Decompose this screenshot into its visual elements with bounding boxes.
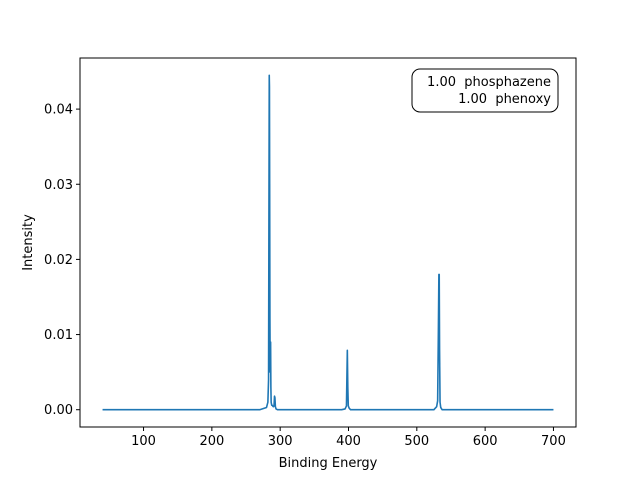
x-tick-label: 200	[199, 434, 224, 449]
legend-frame	[411, 68, 559, 113]
x-tick-label: 700	[541, 434, 566, 449]
y-tick-label: 0.02	[44, 253, 73, 268]
legend-box: 1.00 phosphazene 1.00 phenoxy	[411, 68, 559, 113]
y-tick-label: 0.00	[44, 403, 73, 418]
x-tick-label: 600	[473, 434, 498, 449]
plot-area	[102, 74, 554, 411]
y-tick-label: 0.03	[44, 178, 73, 193]
legend-line-phenoxy: 1.00 phenoxy	[458, 92, 551, 107]
y-axis-label: Intensity	[21, 214, 36, 271]
x-tick-label: 400	[336, 434, 361, 449]
y-tick-label: 0.04	[44, 103, 73, 118]
y-tick-label: 0.01	[44, 328, 73, 343]
axes-frame	[79, 57, 577, 428]
x-tick-label: 300	[268, 434, 293, 449]
y-axis: 0.00 0.01 0.02 0.03 0.04	[44, 103, 80, 418]
spectrum-line-series-0	[102, 74, 554, 411]
x-tick-label: 100	[131, 434, 156, 449]
x-axis: 100 200 300 400 500 600 700	[131, 427, 566, 449]
legend-line-phosphazene: 1.00 phosphazene	[427, 75, 551, 90]
x-tick-label: 500	[404, 434, 429, 449]
x-axis-label: Binding Energy	[279, 456, 378, 471]
